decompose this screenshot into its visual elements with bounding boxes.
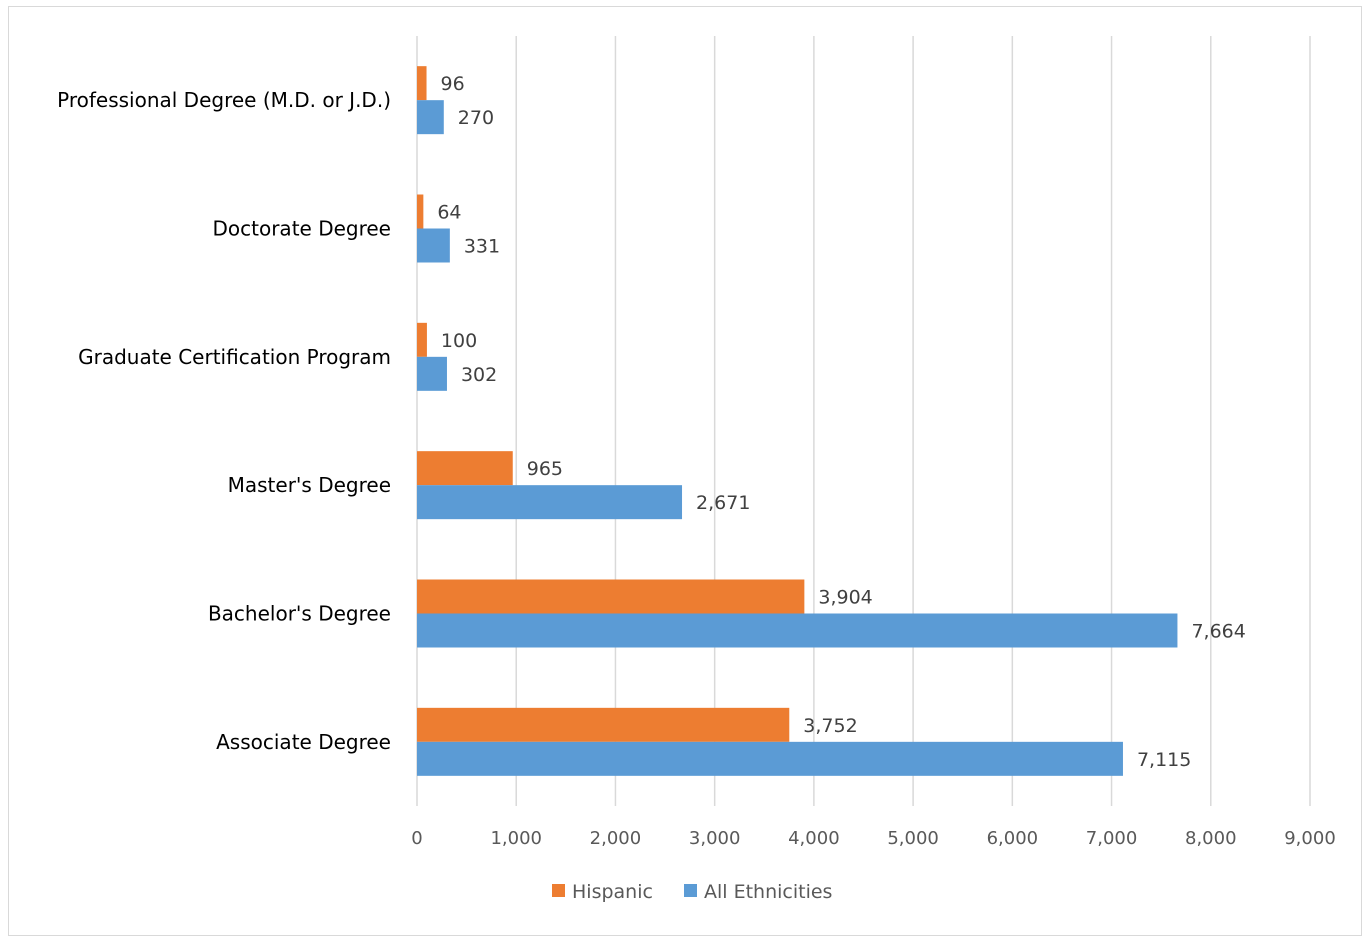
category-label: Doctorate Degree [213,217,392,241]
bar-hispanic [417,194,424,229]
x-tick-label: 6,000 [987,828,1039,849]
legend-swatch [552,884,565,897]
legend-swatch [684,884,697,897]
category-label: Associate Degree [216,730,391,754]
x-tick-label: 0 [411,828,422,849]
bar-all-ethnicities [417,741,1123,776]
bar-hispanic [417,707,790,742]
x-tick-label: 8,000 [1185,828,1237,849]
x-tick-label: 2,000 [590,828,642,849]
data-label: 2,671 [696,492,750,514]
bar-all-ethnicities [417,613,1178,648]
category-label: Graduate Certification Program [78,345,391,369]
data-label: 3,904 [818,587,872,609]
category-label: Bachelor's Degree [208,602,391,626]
x-axis-tick-labels: 0 1,000 2,000 3,000 4,000 5,000 6,000 7,000 8,00… [411,828,1335,849]
bar-hispanic [417,451,513,486]
data-label: 3,752 [803,715,857,737]
data-label: 7,115 [1137,749,1191,771]
data-label: 270 [458,107,494,129]
data-label: 100 [441,330,477,352]
bar-all-ethnicities [417,356,447,391]
category-label: Professional Degree (M.D. or J.D.) [57,88,391,112]
bar-hispanic [417,322,427,357]
x-tick-label: 1,000 [490,828,542,849]
category-labels: Associate Degree Bachelor's Degree Master'… [57,88,391,754]
bar-all-ethnicities [417,485,683,520]
data-label: 7,664 [1191,621,1245,643]
data-label: 302 [461,364,497,386]
bar-hispanic [417,66,427,101]
category-label: Master's Degree [228,473,391,497]
data-label: 331 [464,236,500,258]
x-tick-label: 5,000 [887,828,939,849]
bar-hispanic [417,579,805,614]
legend-label: Hispanic [572,881,653,903]
bar-all-ethnicities [417,228,450,263]
legend-label: All Ethnicities [704,881,832,903]
bars [417,66,1178,776]
x-tick-label: 4,000 [788,828,840,849]
x-tick-label: 7,000 [1086,828,1138,849]
chart-frame [8,6,1362,936]
legend: Hispanic All Ethnicities [552,881,832,903]
data-label: 96 [441,73,465,95]
x-tick-label: 3,000 [689,828,741,849]
data-label: 64 [437,202,461,224]
data-label: 965 [527,458,563,480]
x-tick-label: 9,000 [1284,828,1336,849]
bar-all-ethnicities [417,100,444,135]
gridlines [416,36,1311,806]
